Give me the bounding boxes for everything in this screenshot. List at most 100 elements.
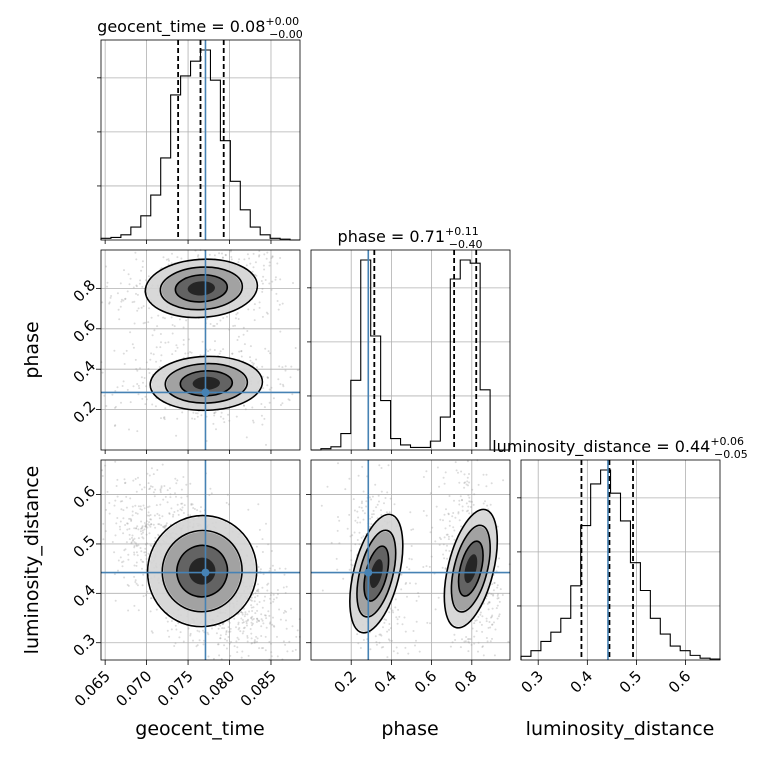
sample-point (137, 544, 140, 547)
density-1 (149, 355, 264, 412)
sample-point (498, 600, 501, 603)
sample-point (145, 525, 147, 528)
sample-point (103, 394, 106, 397)
sample-point (119, 305, 122, 308)
sample-point (151, 334, 154, 337)
sample-point (117, 569, 119, 572)
sample-point (253, 600, 256, 603)
sample-point (124, 481, 127, 484)
sample-point (469, 500, 472, 503)
sample-point (253, 641, 256, 644)
sample-point (296, 629, 299, 632)
sample-point (115, 485, 118, 487)
sample-point (285, 619, 287, 622)
sample-point (123, 576, 126, 579)
sample-point (487, 626, 490, 629)
sample-point (141, 397, 144, 400)
sample-point (251, 618, 254, 621)
sample-point (482, 473, 485, 476)
sample-point (265, 617, 268, 620)
sample-point (227, 503, 230, 506)
sample-point (144, 523, 147, 526)
sample-point (466, 480, 469, 483)
sample-point (149, 514, 152, 516)
sample-point (507, 640, 510, 643)
sample-point (156, 469, 159, 471)
sample-point (362, 490, 365, 493)
sample-point (326, 485, 329, 488)
sample-point (123, 478, 126, 481)
sample-point (252, 252, 255, 255)
title-equals: = (651, 437, 675, 456)
sample-point (133, 564, 136, 567)
sample-point (408, 557, 411, 560)
sample-point (147, 511, 150, 514)
sample-point (136, 369, 139, 372)
sample-point (257, 590, 260, 593)
sample-point (436, 466, 439, 469)
sample-point (207, 350, 210, 353)
sample-point (175, 628, 178, 631)
sample-point (442, 553, 445, 556)
sample-point (451, 535, 454, 538)
sample-point (271, 255, 274, 258)
sample-point (263, 268, 266, 271)
sample-point (468, 512, 471, 515)
sample-point (268, 640, 271, 643)
sample-point (498, 613, 501, 616)
sample-point (492, 594, 495, 597)
sample-point (241, 613, 244, 616)
sample-point (170, 262, 173, 265)
sample-point (139, 508, 142, 511)
sample-point (135, 527, 138, 530)
sample-point (350, 563, 353, 566)
sample-point (422, 566, 425, 568)
sample-point (269, 621, 272, 624)
sample-point (254, 261, 257, 264)
sample-point (136, 554, 139, 557)
sample-point (136, 525, 139, 528)
sample-point (125, 349, 128, 352)
sample-point (335, 557, 338, 560)
sample-point (133, 546, 136, 549)
title-plus: +0.06 (710, 435, 744, 448)
sample-point (385, 511, 388, 514)
sample-point (209, 323, 212, 325)
sample-point (133, 541, 136, 544)
sample-point (255, 635, 258, 638)
sample-point (380, 490, 383, 493)
sample-point (128, 527, 131, 530)
sample-point (278, 608, 281, 611)
sample-point (116, 517, 119, 519)
sample-point (151, 631, 154, 634)
sample-point (101, 371, 104, 374)
sample-point (233, 617, 236, 620)
sample-point (141, 488, 143, 491)
sample-point (160, 354, 163, 357)
sample-point (250, 642, 253, 645)
title-median: 0.08 (230, 17, 266, 36)
sample-point (382, 646, 385, 648)
sample-point (279, 618, 282, 621)
sample-point (444, 567, 447, 570)
sample-point (137, 384, 140, 387)
sample-point (150, 518, 153, 521)
sample-point (382, 626, 384, 629)
sample-point (148, 505, 151, 508)
sample-point (460, 470, 463, 473)
sample-point (178, 636, 181, 639)
sample-point (201, 340, 204, 343)
sample-point (475, 619, 478, 622)
sample-point (346, 527, 349, 530)
sample-point (225, 630, 228, 632)
sample-point (351, 564, 354, 567)
sample-point (223, 421, 226, 424)
sample-point (126, 522, 129, 525)
sample-point (356, 510, 359, 513)
sample-point (380, 646, 383, 649)
sample-point (150, 597, 152, 600)
sample-point (278, 365, 281, 368)
contour-line (146, 514, 258, 628)
title-plus: +0.00 (265, 15, 299, 28)
sample-point (492, 589, 495, 592)
